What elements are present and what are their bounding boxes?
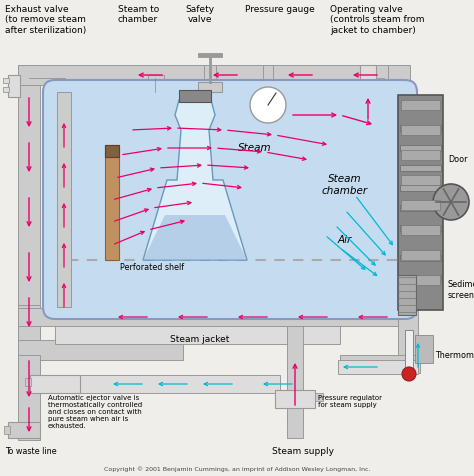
Text: To waste line: To waste line <box>5 447 56 456</box>
Text: Pressure gauge: Pressure gauge <box>245 5 315 14</box>
FancyBboxPatch shape <box>43 80 417 319</box>
Text: Steam
chamber: Steam chamber <box>322 174 368 196</box>
Bar <box>105 145 119 157</box>
Bar <box>18 305 40 345</box>
Bar <box>400 165 441 171</box>
Bar <box>30 375 80 393</box>
Bar <box>8 75 20 97</box>
Bar <box>401 200 440 210</box>
Bar <box>360 65 376 87</box>
Bar <box>401 250 440 260</box>
Bar <box>25 378 31 386</box>
Text: Safety
valve: Safety valve <box>185 5 215 24</box>
Bar <box>401 275 440 285</box>
Bar <box>398 275 416 315</box>
Text: Steam supply: Steam supply <box>272 447 334 456</box>
Bar <box>405 330 413 370</box>
Bar <box>362 87 374 122</box>
Text: Steam to
chamber: Steam to chamber <box>118 5 159 24</box>
Bar <box>55 375 280 393</box>
Text: Operating valve
(controls steam from
jacket to chamber): Operating valve (controls steam from jac… <box>330 5 425 35</box>
Text: Copyright © 2001 Benjamin Cummings, an imprint of Addison Wesley Longman, Inc.: Copyright © 2001 Benjamin Cummings, an i… <box>104 466 370 472</box>
Bar <box>340 355 420 373</box>
Text: Pressure regulator
for steam supply: Pressure regulator for steam supply <box>318 395 382 408</box>
Circle shape <box>402 367 416 381</box>
Polygon shape <box>143 215 247 260</box>
Bar <box>401 225 440 235</box>
Polygon shape <box>143 100 247 260</box>
Bar <box>18 65 40 375</box>
Bar <box>105 145 119 260</box>
Bar <box>18 65 408 85</box>
Bar <box>401 175 440 185</box>
Bar <box>179 90 211 102</box>
Bar <box>148 75 164 97</box>
Bar <box>376 78 384 83</box>
Bar <box>4 426 10 434</box>
Text: Sediment
screen: Sediment screen <box>448 280 474 300</box>
Text: Steam: Steam <box>238 143 272 153</box>
Bar <box>400 145 441 151</box>
Bar <box>338 360 418 374</box>
Bar <box>275 390 315 408</box>
Bar <box>263 65 273 90</box>
Bar <box>18 340 183 360</box>
Bar <box>55 326 340 344</box>
Text: Air: Air <box>338 235 352 245</box>
Bar <box>204 65 216 90</box>
Text: Thermometer: Thermometer <box>435 350 474 359</box>
Bar <box>401 125 440 135</box>
Bar <box>398 308 418 368</box>
Bar <box>400 275 441 281</box>
Bar <box>198 82 222 92</box>
Text: Steam jacket: Steam jacket <box>170 336 230 345</box>
Bar <box>400 125 441 131</box>
Bar <box>287 326 303 426</box>
Bar <box>401 100 440 110</box>
Text: Perforated shelf: Perforated shelf <box>120 262 184 271</box>
Bar <box>3 87 9 92</box>
Bar <box>315 393 323 401</box>
Bar <box>57 92 71 307</box>
Bar <box>8 422 40 438</box>
Bar <box>287 408 303 438</box>
Text: Automatic ejector valve is
thermostatically controlled
and closes on contact wit: Automatic ejector valve is thermostatica… <box>48 395 142 429</box>
Bar <box>18 308 398 326</box>
Circle shape <box>250 87 286 123</box>
Bar <box>401 150 440 160</box>
Bar <box>415 335 433 363</box>
Bar <box>18 355 40 440</box>
Bar <box>400 255 441 261</box>
Bar <box>388 65 410 115</box>
Circle shape <box>433 184 469 220</box>
Bar <box>376 87 384 92</box>
Bar <box>400 205 441 211</box>
Text: Door: Door <box>448 156 467 165</box>
Bar <box>400 225 441 231</box>
Bar <box>263 85 273 107</box>
Bar <box>3 78 9 83</box>
Bar <box>398 95 443 310</box>
Bar <box>400 185 441 191</box>
Text: Exhaust valve
(to remove steam
after sterilization): Exhaust valve (to remove steam after ste… <box>5 5 86 35</box>
